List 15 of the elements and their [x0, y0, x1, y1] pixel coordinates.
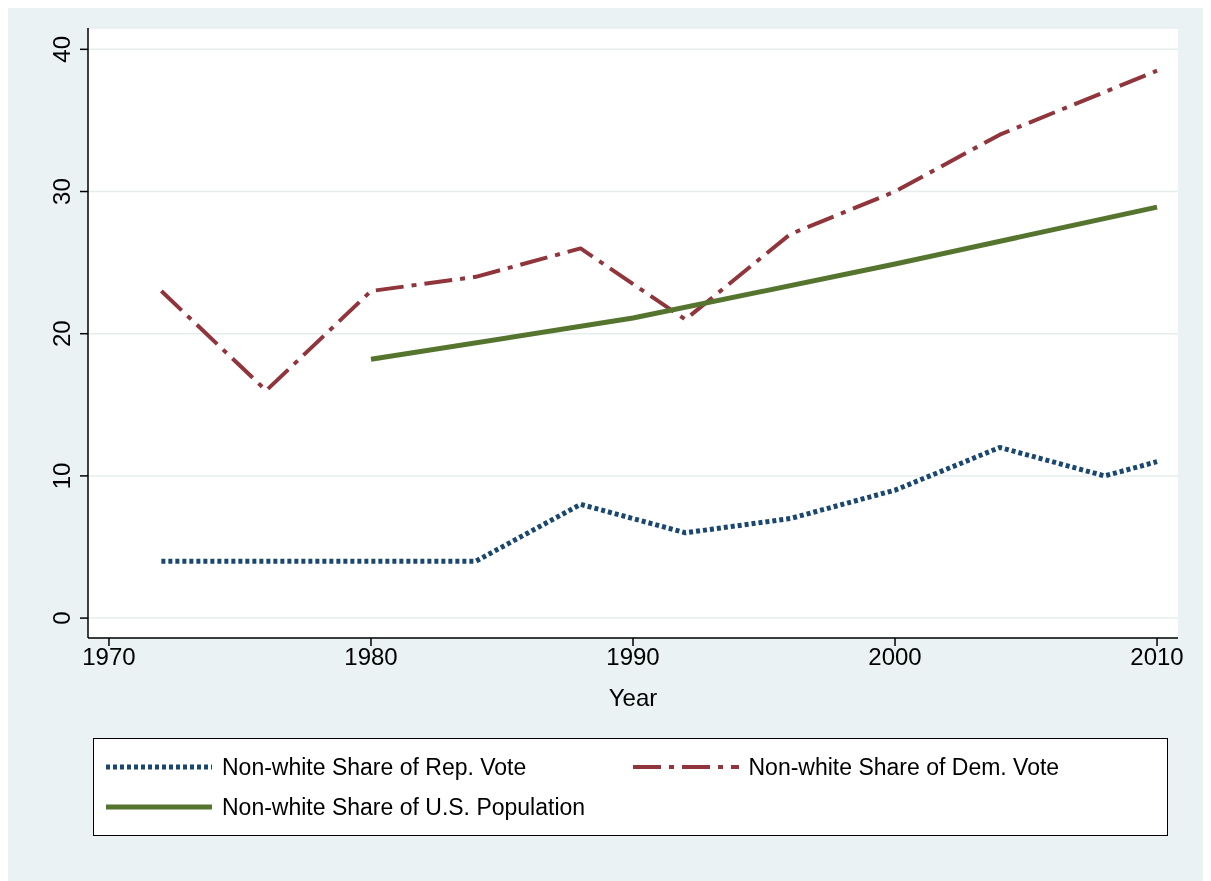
x-tick-label: 1970: [82, 643, 136, 671]
x-tick-label: 2000: [868, 643, 922, 671]
x-tick-label: 1990: [606, 643, 660, 671]
legend-label: Non-white Share of Rep. Vote: [222, 753, 527, 781]
y-tick-label: 30: [48, 178, 75, 205]
legend-label: Non-white Share of Dem. Vote: [748, 753, 1060, 781]
y-tick-label: 20: [48, 320, 75, 348]
y-tick-label: 0: [48, 611, 75, 625]
line-series: [159, 68, 1160, 393]
x-tick-label: 1980: [344, 643, 398, 671]
x-tick-label: 2010: [1130, 643, 1184, 671]
legend-label: Non-white Share of U.S. Population: [222, 793, 586, 821]
x-axis-title: Year: [608, 684, 658, 711]
y-tick-label: 10: [48, 462, 75, 490]
y-tick-label: 40: [48, 35, 75, 63]
